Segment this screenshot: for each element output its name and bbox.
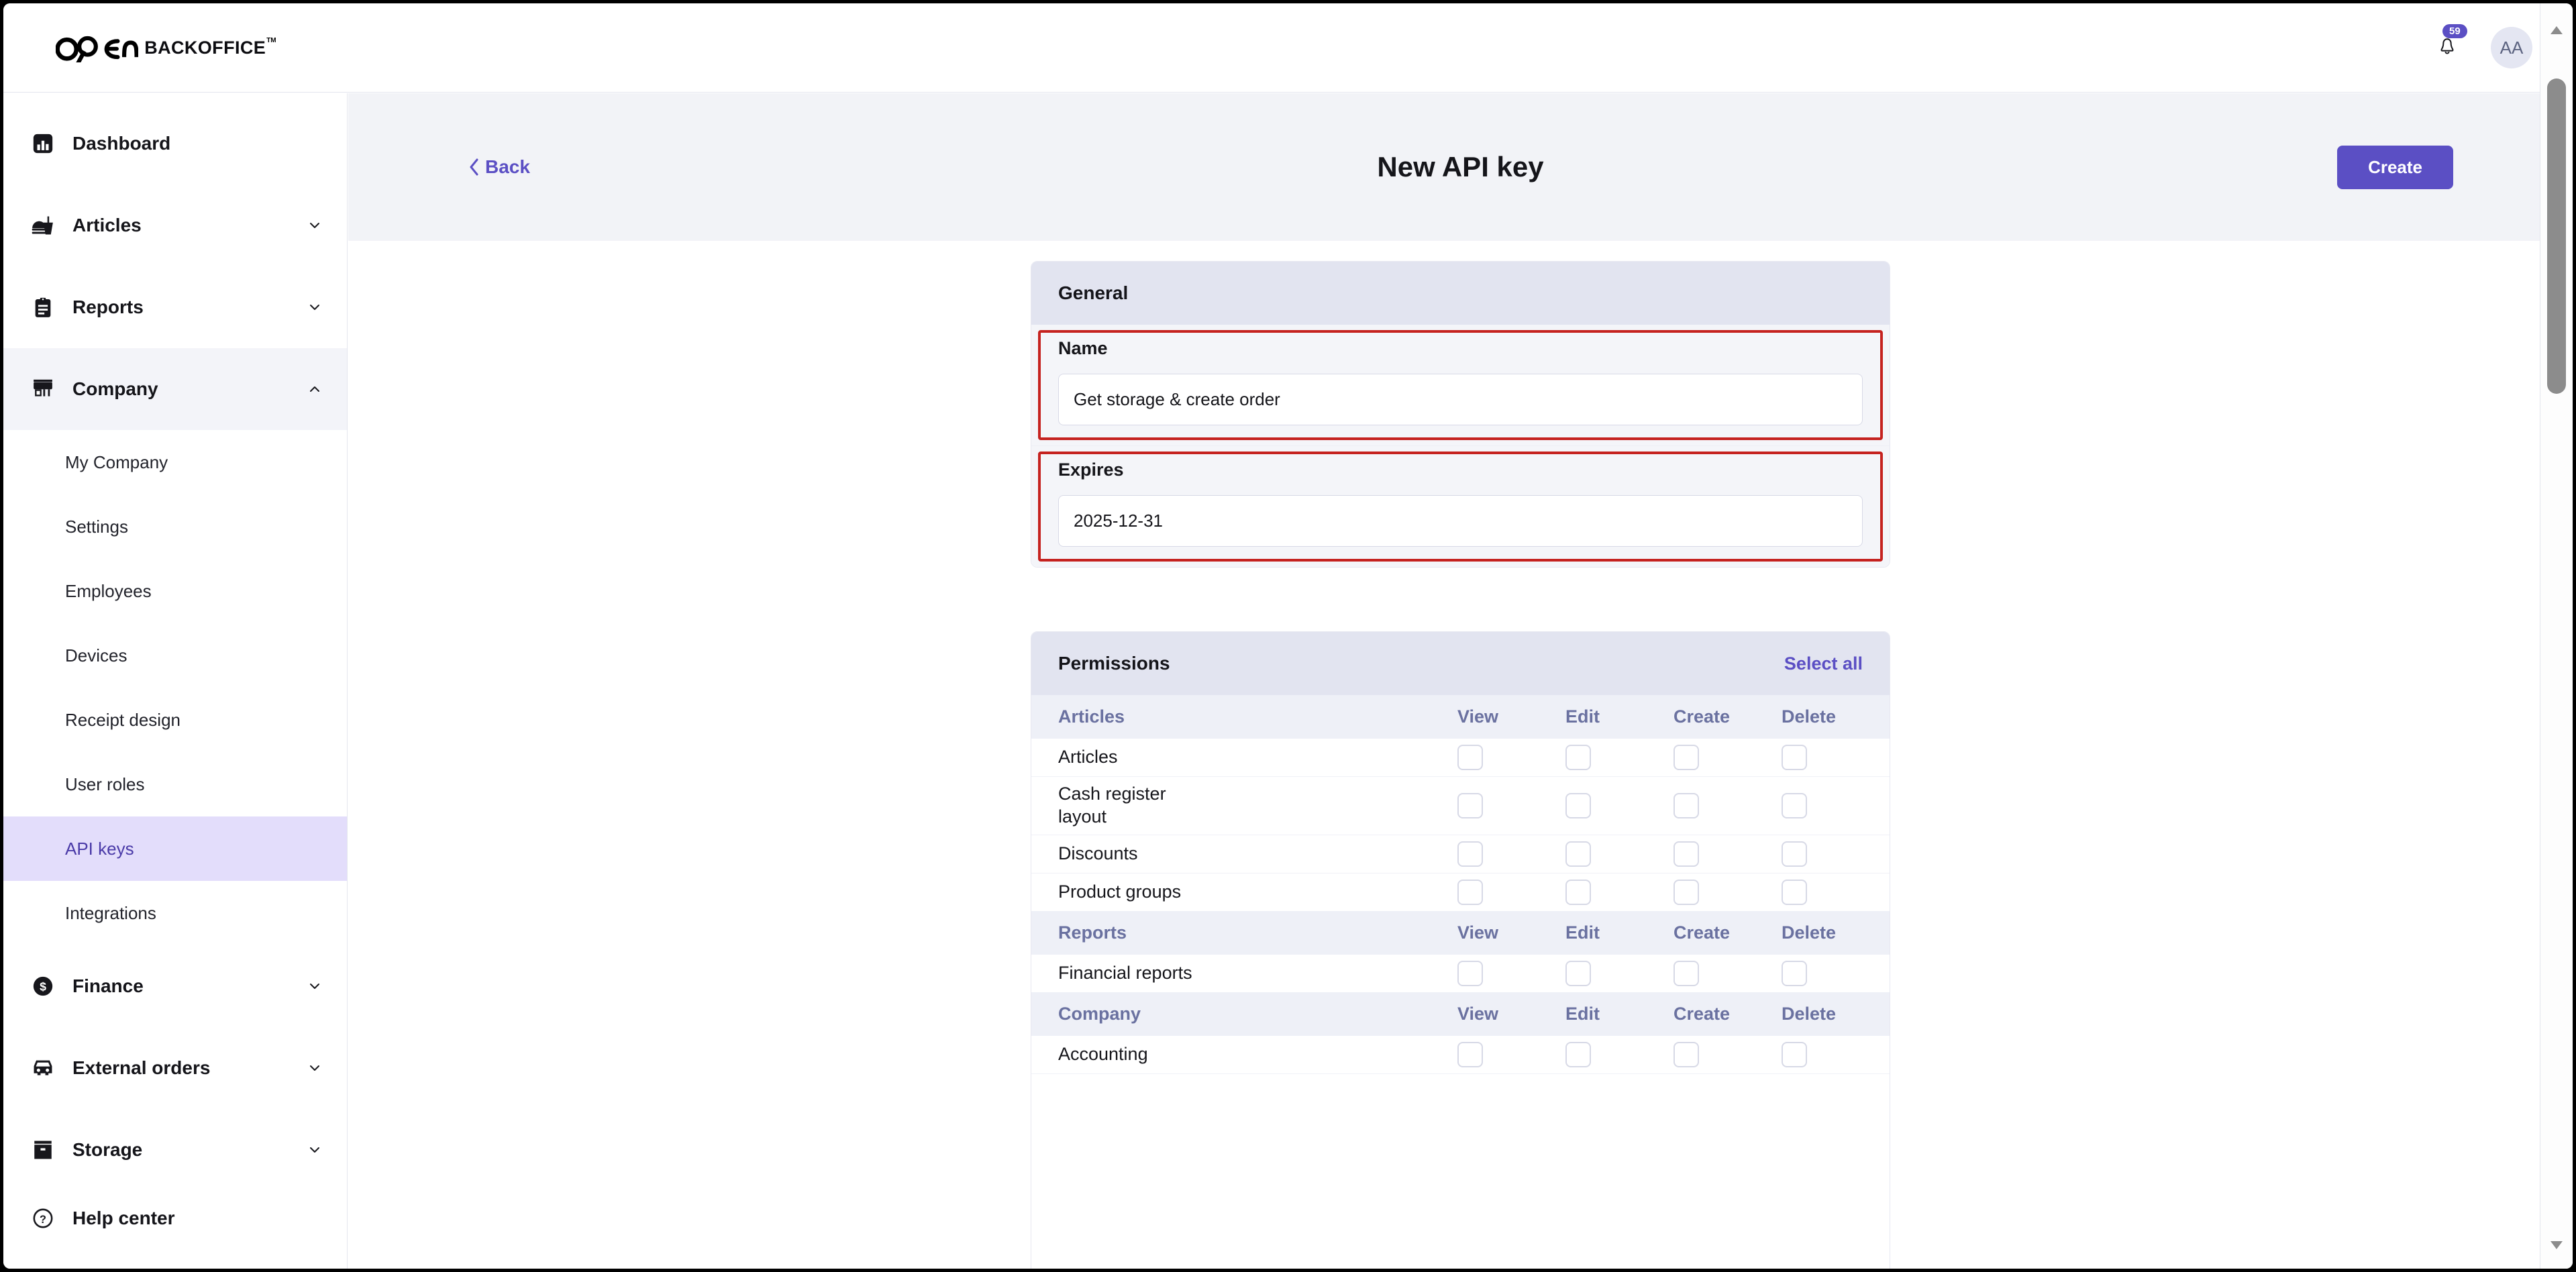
- svg-text:?: ?: [40, 1214, 46, 1226]
- svg-text:$: $: [40, 980, 46, 994]
